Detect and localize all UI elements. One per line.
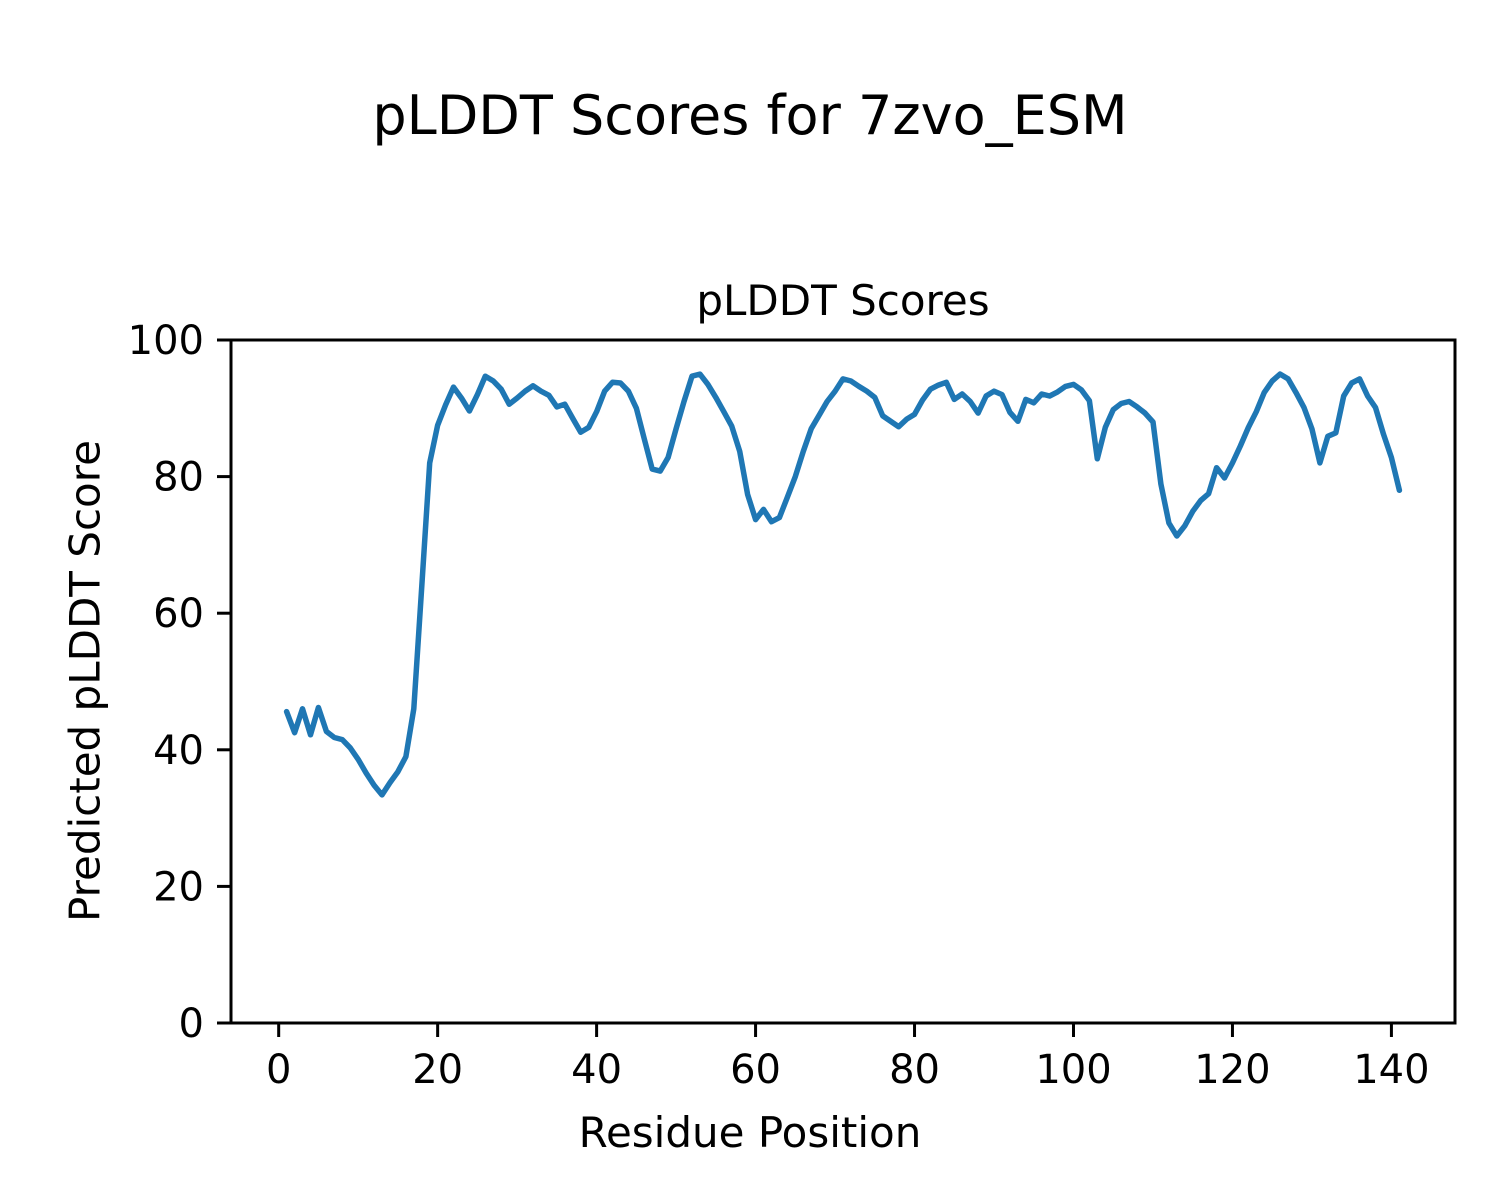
axes-spines — [229, 338, 1457, 1025]
x-tick-label: 0 — [266, 1047, 291, 1093]
y-tick-label: 80 — [153, 455, 204, 501]
plddt-line — [283, 371, 1403, 798]
x-tick-label: 100 — [1035, 1047, 1111, 1093]
y-tick-label: 0 — [179, 1001, 204, 1047]
figure-title: pLDDT Scores for 7zvo_ESM — [372, 84, 1128, 147]
y-tick-label: 20 — [153, 864, 204, 910]
axes-title: pLDDT Scores — [696, 276, 990, 325]
y-axis-label: Predicted pLDDT Score — [60, 440, 110, 922]
y-tick-label: 60 — [153, 591, 204, 637]
x-axis-label: Residue Position — [578, 1108, 922, 1157]
x-tick-label: 20 — [412, 1047, 463, 1093]
x-tick-label: 60 — [730, 1047, 781, 1093]
x-tick-label: 80 — [889, 1047, 940, 1093]
x-tick-label: 140 — [1353, 1047, 1429, 1093]
x-tick-label: 40 — [571, 1047, 622, 1093]
y-tick-label: 40 — [153, 728, 204, 774]
y-tick-label: 100 — [128, 318, 204, 364]
x-tick-label: 120 — [1194, 1047, 1270, 1093]
